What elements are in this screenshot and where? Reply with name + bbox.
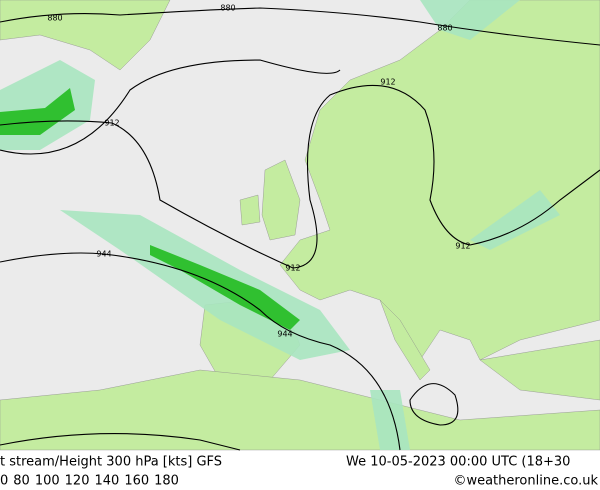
- contour-label: 944: [96, 250, 111, 259]
- map: 880 880 880 912 912 912 912 944 944: [0, 0, 600, 451]
- contour-label: 880: [437, 24, 452, 33]
- contour-label: 880: [220, 4, 235, 13]
- contour-label: 912: [455, 242, 470, 251]
- contour-label: 944: [277, 330, 292, 339]
- legend-item: 140: [94, 474, 119, 489]
- credit: ©weatheronline.co.uk: [453, 474, 598, 489]
- contours: [0, 7, 600, 451]
- legend-item: 120: [65, 474, 90, 489]
- legend-item: 100: [35, 474, 60, 489]
- title: t stream/Height 300 hPa [kts] GFS: [0, 455, 222, 470]
- footer: t stream/Height 300 hPa [kts] GFS We 10-…: [0, 455, 598, 489]
- contour-labels: 880 880 880 912 912 912 912 944 944: [47, 4, 470, 339]
- legend-item: 160: [124, 474, 149, 489]
- contour-label: 912: [104, 119, 119, 128]
- legend-item: 0: [0, 474, 8, 489]
- legend-item: 80: [13, 474, 30, 489]
- contour-label: 912: [285, 264, 300, 273]
- contour-label: 912: [380, 78, 395, 87]
- legend-item: 180: [154, 474, 179, 489]
- jet-stream: [0, 0, 560, 450]
- datetime: We 10-05-2023 00:00 UTC (18+30: [346, 455, 570, 470]
- contour-label: 880: [47, 14, 62, 23]
